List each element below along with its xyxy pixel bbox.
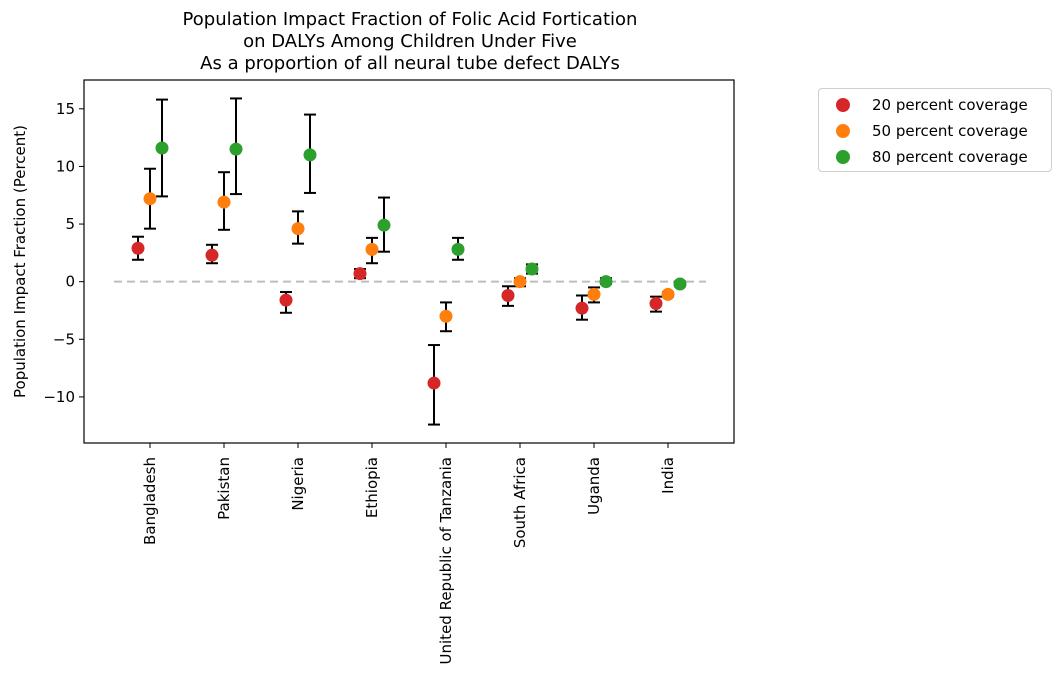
data-point [439, 309, 453, 323]
data-point [131, 241, 145, 255]
data-point [155, 141, 169, 155]
data-point [427, 376, 441, 390]
x-tick-label: Ethiopia [363, 457, 381, 518]
legend: 20 percent coverage 50 percent coverage … [818, 88, 1052, 172]
data-point [501, 288, 515, 302]
chart-title-line-1: Population Impact Fraction of Folic Acid… [182, 9, 638, 30]
x-tick-label: Bangladesh [141, 457, 159, 545]
data-point [451, 242, 465, 256]
x-tick-label: Pakistan [215, 457, 233, 520]
data-point [587, 287, 601, 301]
x-tick-label: South Africa [511, 457, 529, 548]
x-tick-label: Nigeria [289, 457, 307, 511]
data-point [575, 301, 589, 315]
data-point [229, 142, 243, 156]
data-point [599, 275, 613, 289]
data-point [217, 195, 231, 209]
chart-title-line-2: on DALYs Among Children Under Five [243, 31, 577, 52]
data-point [673, 277, 687, 291]
data-point [513, 275, 527, 289]
data-point [143, 192, 157, 206]
data-point [353, 267, 367, 281]
legend-label-20: 20 percent coverage [872, 96, 1028, 114]
data-point [205, 248, 219, 262]
legend-item-50: 50 percent coverage [819, 118, 1028, 144]
y-tick-label: −10 [43, 388, 75, 406]
chart-title-line-3: As a proportion of all neural tube defec… [200, 53, 620, 74]
data-point [365, 242, 379, 256]
legend-item-20: 20 percent coverage [819, 92, 1028, 118]
x-tick-label: Uganda [585, 457, 603, 515]
data-point [649, 297, 663, 311]
y-axis-label: Population Impact Fraction (Percent) [11, 125, 29, 398]
legend-label-50: 50 percent coverage [872, 122, 1028, 140]
y-tick-label: −5 [53, 330, 75, 348]
data-point [661, 287, 675, 301]
y-tick-label: 0 [65, 273, 75, 291]
y-tick-label: 5 [65, 215, 75, 233]
legend-marker-20 [836, 98, 850, 112]
data-point [525, 262, 539, 276]
legend-item-80: 80 percent coverage [819, 144, 1028, 170]
data-point [279, 293, 293, 307]
x-tick-label: United Republic of Tanzania [437, 457, 455, 664]
data-point [291, 222, 305, 236]
data-point [377, 218, 391, 232]
data-point [303, 148, 317, 162]
plot-frame [83, 79, 735, 444]
legend-marker-50 [836, 124, 850, 138]
y-tick-label: 10 [56, 157, 75, 175]
legend-label-80: 80 percent coverage [872, 148, 1028, 166]
x-tick-label: India [659, 457, 677, 494]
y-tick-label: 15 [56, 100, 75, 118]
legend-marker-80 [836, 150, 850, 164]
